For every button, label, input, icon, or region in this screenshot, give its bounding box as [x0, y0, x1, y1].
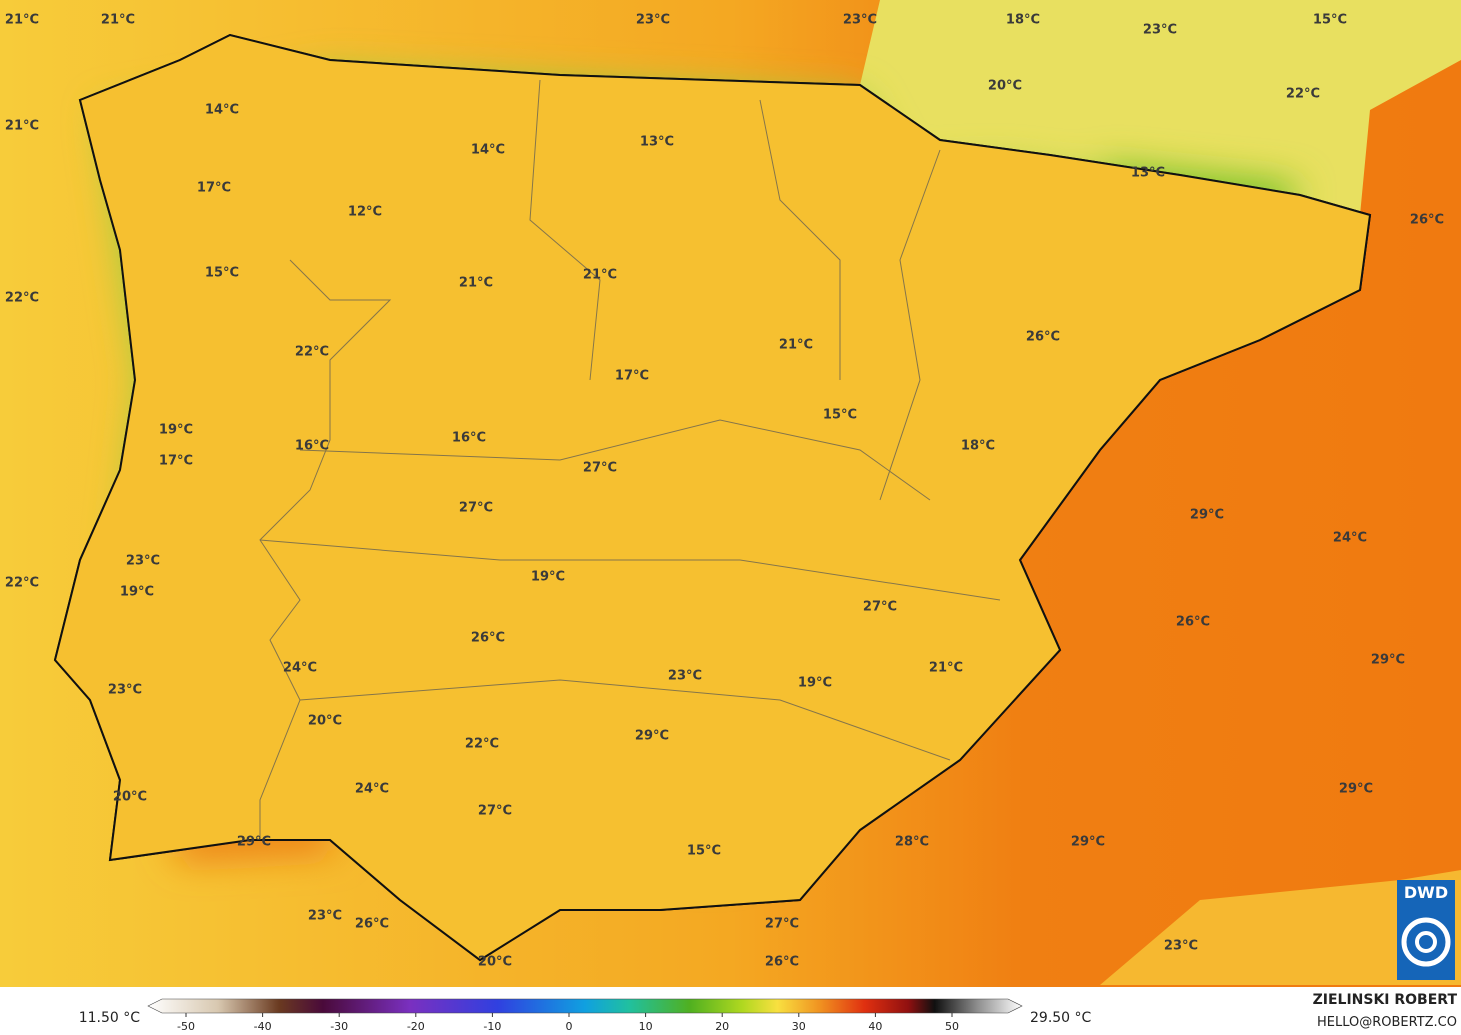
temp-label: 21°C: [583, 268, 617, 283]
temp-label: 29°C: [1371, 653, 1405, 668]
max-label: 29.50 °C: [1030, 1010, 1092, 1026]
temp-label: 23°C: [668, 669, 702, 684]
temp-label: 29°C: [1071, 835, 1105, 850]
temp-label: 26°C: [1410, 213, 1444, 228]
temp-label: 26°C: [1026, 330, 1060, 345]
temp-label: 22°C: [295, 345, 329, 360]
min-label: 11.50 °C: [79, 1010, 141, 1026]
temp-label: 23°C: [1164, 939, 1198, 954]
temp-label: 26°C: [355, 917, 389, 932]
logo-text: DWD: [1404, 883, 1448, 902]
colorbar-tick-label: 50: [945, 1020, 959, 1033]
temp-label: 22°C: [5, 576, 39, 591]
temp-label: 22°C: [5, 291, 39, 306]
colorbar-ramp: [147, 998, 1023, 1014]
temp-label: 21°C: [101, 13, 135, 28]
temp-label: 20°C: [988, 79, 1022, 94]
temp-label: 12°C: [348, 205, 382, 220]
temp-label: 14°C: [205, 103, 239, 118]
temp-label: 18°C: [961, 439, 995, 454]
france: [860, 0, 1461, 215]
temp-label: 15°C: [1313, 13, 1347, 28]
temp-label: 23°C: [126, 554, 160, 569]
temp-label: 29°C: [1190, 508, 1224, 523]
temp-label: 27°C: [863, 600, 897, 615]
temp-label: 23°C: [308, 909, 342, 924]
temp-label: 17°C: [615, 369, 649, 384]
temp-label: 21°C: [779, 338, 813, 353]
temp-label: 28°C: [895, 835, 929, 850]
colorbar-tick-label: -20: [407, 1020, 425, 1033]
temp-label: 15°C: [823, 408, 857, 423]
colorbar-tick-label: -30: [330, 1020, 348, 1033]
borders: [259, 79, 1001, 840]
africa: [1100, 870, 1461, 985]
temp-label: 19°C: [120, 585, 154, 600]
temp-label: 26°C: [1176, 615, 1210, 630]
temp-label: 29°C: [237, 835, 271, 850]
colorbar-tick-label: -10: [483, 1020, 501, 1033]
temp-label: 17°C: [197, 181, 231, 196]
author: ZIELINSKI ROBERT: [1313, 992, 1458, 1008]
temp-label: 27°C: [478, 804, 512, 819]
colorbar: -50 -40 -30 -20 -10 0 10 20 30 40 50: [147, 998, 1023, 1033]
temp-label: 23°C: [843, 13, 877, 28]
temp-label: 21°C: [459, 276, 493, 291]
colorbar-tick-label: 0: [566, 1020, 573, 1033]
temp-label: 22°C: [1286, 87, 1320, 102]
temp-label: 14°C: [471, 143, 505, 158]
temp-label: 21°C: [5, 119, 39, 134]
temp-label: 26°C: [471, 631, 505, 646]
colorbar-tick-label: -50: [177, 1020, 195, 1033]
colorbar-tick-label: 20: [715, 1020, 729, 1033]
temp-label: 19°C: [798, 676, 832, 691]
temp-label: 23°C: [108, 683, 142, 698]
temp-label: 20°C: [308, 714, 342, 729]
temp-label: 22°C: [465, 737, 499, 752]
temp-label: 24°C: [283, 661, 317, 676]
temp-label: 17°C: [159, 454, 193, 469]
temp-label: 27°C: [459, 501, 493, 516]
map-area: 21°C 21°C 23°C 23°C 18°C 23°C 15°C 21°C 14°C 20°C…: [0, 0, 1461, 987]
colorbar-tick-label: 10: [639, 1020, 653, 1033]
temp-label: 19°C: [531, 570, 565, 585]
temp-label: 24°C: [355, 782, 389, 797]
logo-swirl: [1401, 917, 1451, 967]
colorbar-tick-label: -40: [254, 1020, 272, 1033]
temp-label: 20°C: [478, 955, 512, 970]
temp-label: 21°C: [5, 13, 39, 28]
temp-label: 29°C: [1339, 782, 1373, 797]
temp-label: 24°C: [1333, 531, 1367, 546]
temp-label: 29°C: [635, 729, 669, 744]
temp-label: 27°C: [583, 461, 617, 476]
temp-label: 16°C: [295, 439, 329, 454]
temperature-labels: 21°C 21°C 23°C 23°C 18°C 23°C 15°C 21°C 14°C 20°C…: [5, 13, 1444, 970]
temp-label: 23°C: [1143, 23, 1177, 38]
colorbar-tick-label: 40: [868, 1020, 882, 1033]
temp-label: 26°C: [765, 955, 799, 970]
temp-label: 27°C: [765, 917, 799, 932]
temp-label: 23°C: [636, 13, 670, 28]
temp-label: 13°C: [640, 135, 674, 150]
logo-swirl-inner: [1415, 931, 1437, 953]
temp-label: 15°C: [687, 844, 721, 859]
colorbar-tick-label: 30: [792, 1020, 806, 1033]
temp-label: 16°C: [452, 431, 486, 446]
contact: HELLO@ROBERTZ.CO: [1317, 1015, 1457, 1030]
temp-label: 13°C: [1131, 166, 1165, 181]
temp-label: 15°C: [205, 266, 239, 281]
temp-label: 19°C: [159, 423, 193, 438]
temp-label: 20°C: [113, 790, 147, 805]
temp-label: 18°C: [1006, 13, 1040, 28]
temp-label: 21°C: [929, 661, 963, 676]
